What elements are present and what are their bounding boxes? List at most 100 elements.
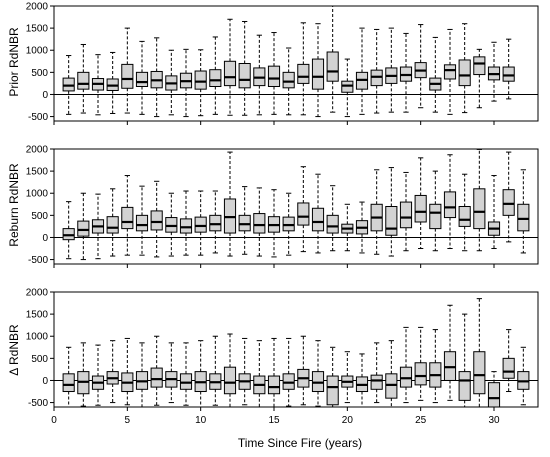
box-year-30 [487, 41, 501, 102]
box-year-22 [370, 169, 383, 255]
y-tick-label: 2000 [26, 288, 49, 299]
box-year-11 [209, 335, 222, 406]
box-year-17 [297, 335, 310, 406]
y-tick-label: 0 [42, 90, 48, 101]
box-year-26 [429, 329, 442, 404]
iqr-box [399, 366, 413, 388]
x-tick-label: 20 [342, 415, 354, 426]
box-year-14 [253, 34, 266, 116]
box-year-22 [370, 28, 383, 114]
iqr-box [179, 218, 193, 234]
box-year-19 [326, 185, 339, 252]
box-year-5 [121, 175, 134, 256]
box-year-13 [238, 20, 251, 116]
x-axis-label: Time Since Fire (years) [238, 436, 362, 450]
iqr-box [429, 203, 442, 230]
box-year-21 [355, 353, 369, 408]
iqr-box [487, 382, 501, 408]
plot-reburn: -500 0 500 1000 1500 2000 [26, 145, 539, 268]
box-year-27 [443, 28, 457, 115]
box-year-12 [223, 333, 237, 408]
box-year-15 [267, 337, 281, 408]
iqr-box [150, 367, 163, 388]
x-tick-label: 15 [268, 415, 280, 426]
box-year-20 [341, 203, 354, 252]
ylabel-delta: Δ RdNBR [7, 324, 21, 376]
box-year-1 [62, 201, 75, 260]
iqr-box [370, 69, 383, 87]
box-year-12 [223, 18, 237, 116]
box-year-29 [473, 298, 486, 408]
y-tick-label: -500 [28, 112, 48, 123]
iqr-box [282, 71, 295, 89]
iqr-box [77, 71, 90, 90]
iqr-box [297, 202, 310, 226]
box-year-6 [135, 40, 149, 115]
y-tick-label: 0 [42, 233, 48, 244]
box-year-14 [253, 340, 266, 408]
box-year-7 [150, 335, 163, 406]
box-year-28 [458, 23, 471, 114]
y-tick-label: 500 [31, 354, 48, 365]
box-year-9 [179, 48, 193, 118]
box-year-3 [91, 193, 105, 260]
box-year-9 [179, 342, 193, 406]
iqr-box [121, 63, 134, 89]
iqr-box [458, 206, 471, 227]
box-year-17 [297, 166, 310, 253]
box-year-23 [385, 340, 398, 407]
box-year-2 [77, 342, 90, 407]
iqr-box [238, 214, 251, 232]
iqr-box [165, 217, 178, 233]
box-year-5 [121, 337, 134, 406]
iqr-box [370, 374, 383, 390]
iqr-box [135, 214, 149, 232]
plot-frame [53, 291, 539, 408]
iqr-box [458, 59, 471, 87]
iqr-box [223, 60, 237, 87]
box-year-24 [399, 171, 413, 252]
box-year-2 [77, 43, 90, 114]
box-year-30 [487, 371, 501, 408]
box-year-26 [429, 36, 442, 113]
box-year-25 [414, 157, 427, 250]
box-year-9 [179, 190, 193, 256]
box-year-27 [443, 154, 457, 250]
iqr-box [385, 206, 398, 236]
iqr-box [179, 373, 193, 390]
iqr-box [282, 216, 295, 232]
iqr-box [223, 366, 237, 395]
box-year-4 [106, 51, 119, 114]
iqr-box [62, 228, 75, 241]
box-year-11 [209, 190, 222, 254]
iqr-box [311, 58, 325, 90]
box-year-10 [194, 49, 207, 117]
box-year-6 [135, 185, 149, 256]
box-year-31 [502, 151, 515, 243]
box-year-30 [487, 175, 501, 250]
box-year-18 [311, 340, 325, 407]
box-year-5 [121, 27, 134, 114]
y-tick-label: 1500 [26, 24, 49, 35]
box-year-17 [297, 22, 310, 116]
iqr-box [326, 375, 339, 406]
box-year-25 [414, 24, 427, 109]
box-year-18 [311, 173, 325, 254]
box-year-16 [282, 47, 295, 116]
iqr-box [326, 51, 339, 82]
x-tick-label: 25 [415, 415, 427, 426]
box-year-23 [385, 27, 398, 113]
box-year-3 [91, 344, 105, 406]
iqr-box [414, 194, 427, 223]
iqr-box [443, 351, 457, 381]
box-year-15 [267, 189, 281, 258]
box-year-20 [341, 351, 354, 404]
plot-frame [53, 148, 539, 265]
iqr-box [238, 63, 251, 89]
box-year-2 [77, 192, 90, 261]
plot-frame [53, 5, 539, 122]
iqr-box [62, 77, 75, 92]
box-year-1 [62, 346, 75, 408]
